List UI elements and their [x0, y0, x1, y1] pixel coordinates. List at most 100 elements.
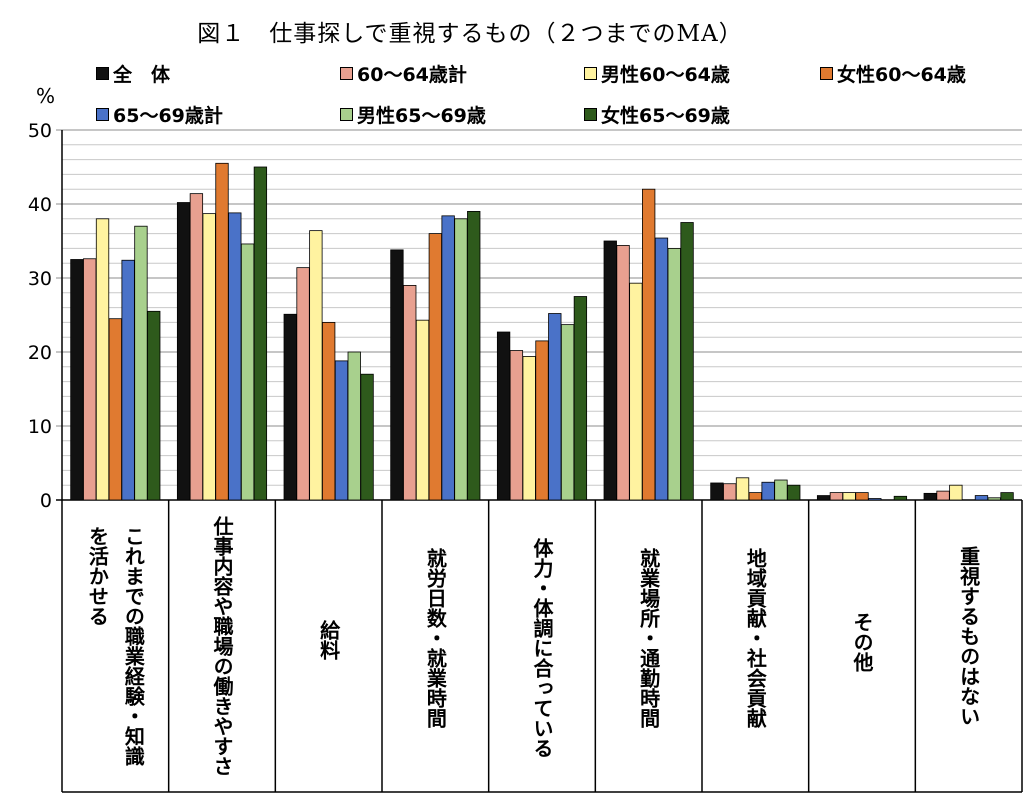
bar — [654, 237, 669, 501]
bar — [748, 492, 762, 501]
legend-swatch — [340, 67, 353, 80]
bar — [936, 490, 950, 501]
bar — [710, 482, 724, 501]
bar — [642, 188, 656, 501]
legend-swatch — [340, 108, 353, 121]
category-label: 就業場所・通勤時間 — [637, 547, 661, 728]
category-label: 就労日数・就業時間 — [423, 547, 447, 728]
category-label: を活かせる — [85, 526, 109, 626]
legend-item: 全 体 — [96, 60, 170, 87]
bar — [176, 202, 191, 501]
legend-label: 全 体 — [113, 64, 171, 86]
bar — [360, 373, 374, 501]
bar — [347, 351, 361, 501]
bar — [522, 356, 536, 501]
y-axis-unit: % — [36, 84, 56, 108]
bar — [509, 350, 524, 501]
bar — [415, 319, 430, 501]
category-label: その他 — [850, 612, 874, 672]
legend-item: 男性65～69歳 — [340, 101, 486, 128]
legend-label: 女性60～64歳 — [837, 64, 966, 86]
bar — [390, 249, 404, 501]
bar — [202, 213, 216, 501]
bar — [535, 340, 549, 501]
legend-swatch — [96, 67, 109, 80]
bar — [603, 240, 617, 501]
legend-swatch — [820, 67, 833, 80]
bar — [667, 247, 681, 501]
bar — [573, 296, 588, 501]
bar — [283, 313, 297, 501]
bar — [253, 166, 268, 501]
bar — [1000, 492, 1014, 501]
chart-title: 図１ 仕事探しで重視するもの（２つまでのMA） — [197, 21, 743, 47]
bar — [548, 313, 562, 501]
y-tick-label: 40 — [28, 194, 52, 216]
bar — [560, 324, 575, 501]
bar — [403, 284, 417, 501]
legend-swatch — [584, 67, 597, 80]
y-tick-label: 50 — [28, 120, 52, 142]
bar — [428, 233, 442, 501]
legend-swatch — [584, 108, 597, 121]
bar — [70, 259, 84, 501]
y-tick-label: 30 — [28, 268, 52, 290]
bar — [496, 331, 511, 501]
bar — [189, 193, 204, 501]
bar — [121, 259, 135, 501]
legend-label: 60～64歳計 — [357, 64, 467, 86]
legend-item: 65～69歳計 — [96, 101, 223, 128]
category-label: 重視するものはない — [957, 546, 981, 726]
legend-label: 男性60～64歳 — [601, 64, 730, 86]
y-tick-label: 20 — [28, 342, 52, 364]
category-label: 仕事内容や職場の働きやすさ — [210, 515, 234, 776]
bar — [855, 492, 869, 501]
legend-label: 男性65～69歳 — [357, 105, 486, 127]
bar — [987, 497, 1001, 501]
bar — [923, 492, 937, 501]
category-label: これまでの職業経験・知識 — [121, 526, 145, 767]
bar — [680, 222, 694, 501]
legend-label: 65～69歳計 — [113, 105, 223, 127]
bar — [829, 492, 844, 501]
bar — [296, 267, 310, 501]
legend-swatch — [96, 108, 109, 121]
bar — [240, 243, 255, 501]
bar — [787, 484, 801, 501]
bar — [735, 477, 750, 501]
bar — [309, 230, 323, 501]
legend-item: 男性60～64歳 — [584, 60, 730, 87]
bar — [134, 225, 148, 501]
bar — [616, 245, 630, 501]
bar — [108, 318, 122, 501]
bar — [322, 321, 336, 501]
bar — [215, 162, 229, 501]
y-tick-label: 0 — [40, 490, 52, 512]
bar — [467, 210, 481, 501]
bar — [774, 479, 788, 501]
bar — [95, 218, 110, 501]
category-label: 地域貢献・社会貢献 — [743, 548, 767, 729]
bar — [842, 492, 856, 501]
bar — [454, 218, 468, 501]
bar — [83, 258, 97, 501]
bar — [334, 360, 349, 501]
bar — [723, 483, 737, 501]
bar — [629, 282, 643, 501]
bar — [816, 495, 831, 501]
bar — [974, 495, 989, 501]
bar — [441, 215, 455, 501]
bar — [893, 495, 908, 501]
bar — [147, 310, 161, 501]
legend-item: 女性65～69歳 — [584, 101, 730, 128]
legend-item: 60～64歳計 — [340, 60, 467, 87]
category-label: 給料 — [317, 619, 341, 661]
legend-label: 女性65～69歳 — [601, 105, 730, 127]
legend-item: 女性60～64歳 — [820, 60, 966, 87]
bar — [949, 484, 963, 501]
bar — [228, 212, 242, 501]
y-tick-label: 10 — [28, 416, 52, 438]
category-label: 体力・体調に合っている — [530, 537, 554, 758]
bar — [868, 498, 882, 501]
